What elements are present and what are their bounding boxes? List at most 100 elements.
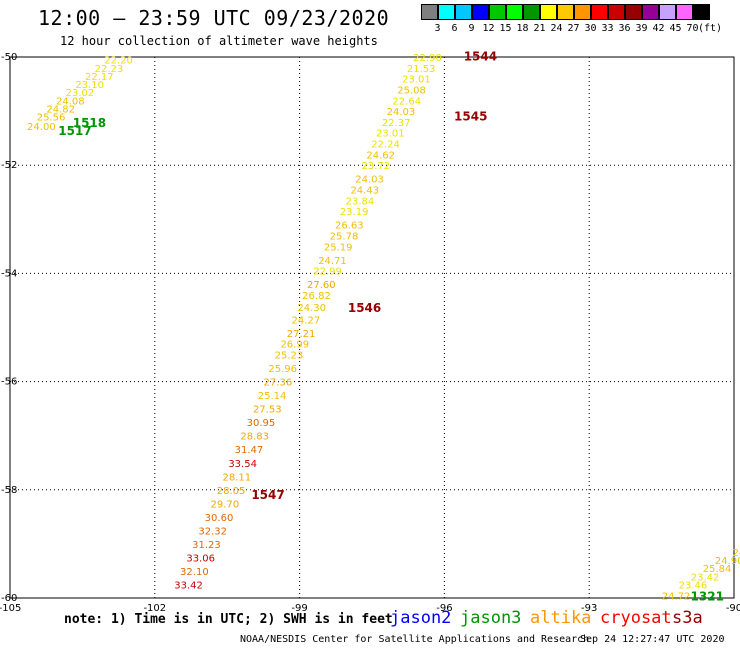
wave-height-label: 23.01 [376, 129, 405, 140]
legend-label: 6 [451, 23, 458, 34]
y-tick-label: -54 [1, 268, 17, 279]
satellite-jason2: jason2 [390, 608, 452, 628]
y-tick-label: -56 [1, 377, 17, 388]
wave-height-label: 26.99 [280, 340, 309, 351]
map-frame [9, 56, 735, 599]
y-tick-label: -60 [1, 593, 17, 604]
legend-label: 3 [434, 23, 441, 34]
wave-height-label: 26.63 [335, 221, 364, 232]
wave-height-label: 27.36 [264, 378, 293, 389]
legend-swatch [625, 4, 642, 20]
legend-swatch [455, 4, 472, 20]
wave-height-label: 24.62 [366, 150, 395, 161]
wave-height-label: 23.10 [75, 80, 104, 91]
pass-number-label: 1544 [464, 49, 497, 63]
wave-height-label: 23.84 [346, 196, 375, 207]
legend-label: 24 [550, 23, 563, 34]
wave-height-label: 33.42 [174, 580, 203, 591]
y-tick-label: -50 [1, 52, 17, 63]
wave-height-label: 22.99 [313, 267, 342, 278]
legend-label: 70 [686, 23, 699, 34]
wave-height-label: 25.08 [397, 85, 426, 96]
satellite-s3a: s3a [672, 608, 703, 628]
legend-swatch [676, 4, 693, 20]
legend-swatch [421, 4, 438, 20]
x-tick-label: -90 [726, 603, 740, 614]
wave-height-label: 25.19 [324, 242, 353, 253]
y-tick-label: -58 [1, 485, 17, 496]
wave-height-label: 23.19 [340, 207, 369, 218]
x-tick-label: -102 [143, 603, 166, 614]
wave-height-label: 25.96 [268, 364, 297, 375]
legend-label: 30 [584, 23, 597, 34]
legend-swatch [642, 4, 659, 20]
pass-number-label: 1321 [691, 589, 724, 603]
pass-number-label: 1545 [454, 109, 487, 123]
wave-height-label: 24 [732, 548, 740, 559]
wave-height-label: 24.03 [355, 175, 384, 186]
pass-number-label: 1546 [348, 301, 381, 315]
wave-height-label: 33.06 [186, 553, 215, 564]
satellite-jason3: jason3 [460, 608, 522, 628]
x-tick-label: -96 [436, 603, 452, 614]
legend-swatch [523, 4, 540, 20]
wave-height-label: 23.46 [679, 580, 708, 591]
wave-height-label: 23.01 [402, 75, 431, 86]
wave-height-label: 22.64 [392, 96, 421, 107]
wave-height-label: 27.53 [253, 405, 282, 416]
legend-label: 9 [468, 23, 475, 34]
wave-height-label: 32.32 [198, 526, 227, 537]
legend-label: 45 [669, 23, 682, 34]
wave-height-label: 22.90 [413, 53, 442, 64]
legend-swatch [608, 4, 625, 20]
wave-height-label: 24.71 [318, 256, 347, 267]
wave-height-label: 24.72 [662, 591, 691, 602]
wave-height-label: 24.82 [46, 104, 75, 115]
legend-swatch [472, 4, 489, 20]
wave-height-label: 26.82 [302, 291, 331, 302]
wave-height-label: 24.43 [350, 186, 379, 197]
legend-swatch [540, 4, 557, 20]
satellite-altika: altika [530, 608, 592, 628]
legend-swatch [574, 4, 591, 20]
wave-height-label: 23.02 [66, 88, 95, 99]
wave-height-label: 25.56 [37, 113, 66, 124]
legend-swatch [591, 4, 608, 20]
wave-height-label: 32.10 [180, 567, 209, 578]
legend-swatch [489, 4, 506, 20]
satellite-cryosat: cryosat [600, 608, 672, 628]
wave-height-label: 22.24 [371, 140, 400, 151]
wave-height-label: 22.17 [85, 72, 114, 83]
legend-swatch [438, 4, 455, 20]
legend-label: 42 [652, 23, 665, 34]
wave-height-label: 24.90 [715, 556, 740, 567]
wave-height-label: 27.21 [287, 329, 316, 340]
wave-height-label: 29.70 [210, 499, 239, 510]
page-subtitle: 12 hour collection of altimeter wave hei… [60, 34, 378, 48]
wave-height-label: 31.23 [192, 540, 221, 551]
wave-height-label: 25.23 [275, 351, 304, 362]
timestamp: Sep 24 12:27:47 UTC 2020 [580, 634, 725, 645]
wave-height-label: 24.03 [387, 107, 416, 118]
wave-height-label: 25.78 [330, 232, 359, 243]
wave-height-label: 24.27 [292, 315, 321, 326]
wave-height-label: 24.08 [56, 96, 85, 107]
page-title: 12:00 – 23:59 UTC 09/23/2020 [38, 6, 390, 30]
wave-height-label: 30.60 [205, 513, 234, 524]
legend-swatch [693, 4, 710, 20]
wave-height-label: 25.84 [703, 564, 732, 575]
footer-note: note: 1) Time is in UTC; 2) SWH is in fe… [64, 612, 393, 627]
x-tick-label: -105 [0, 603, 21, 614]
wave-height-label: 33.54 [228, 459, 257, 470]
x-tick-label: -99 [291, 603, 307, 614]
pass-number-label: 1517 [58, 124, 91, 138]
wave-height-label: 31.47 [235, 445, 264, 456]
pass-number-label: 1518 [73, 116, 106, 130]
legend-label: 15 [499, 23, 512, 34]
wave-height-label: 24.00 [27, 122, 56, 133]
wave-height-label: 22.37 [382, 118, 411, 129]
legend-label: 36 [618, 23, 631, 34]
legend-label: 18 [516, 23, 529, 34]
wave-height-label: 28.83 [240, 432, 269, 443]
wave-height-label: 22.23 [95, 64, 124, 75]
